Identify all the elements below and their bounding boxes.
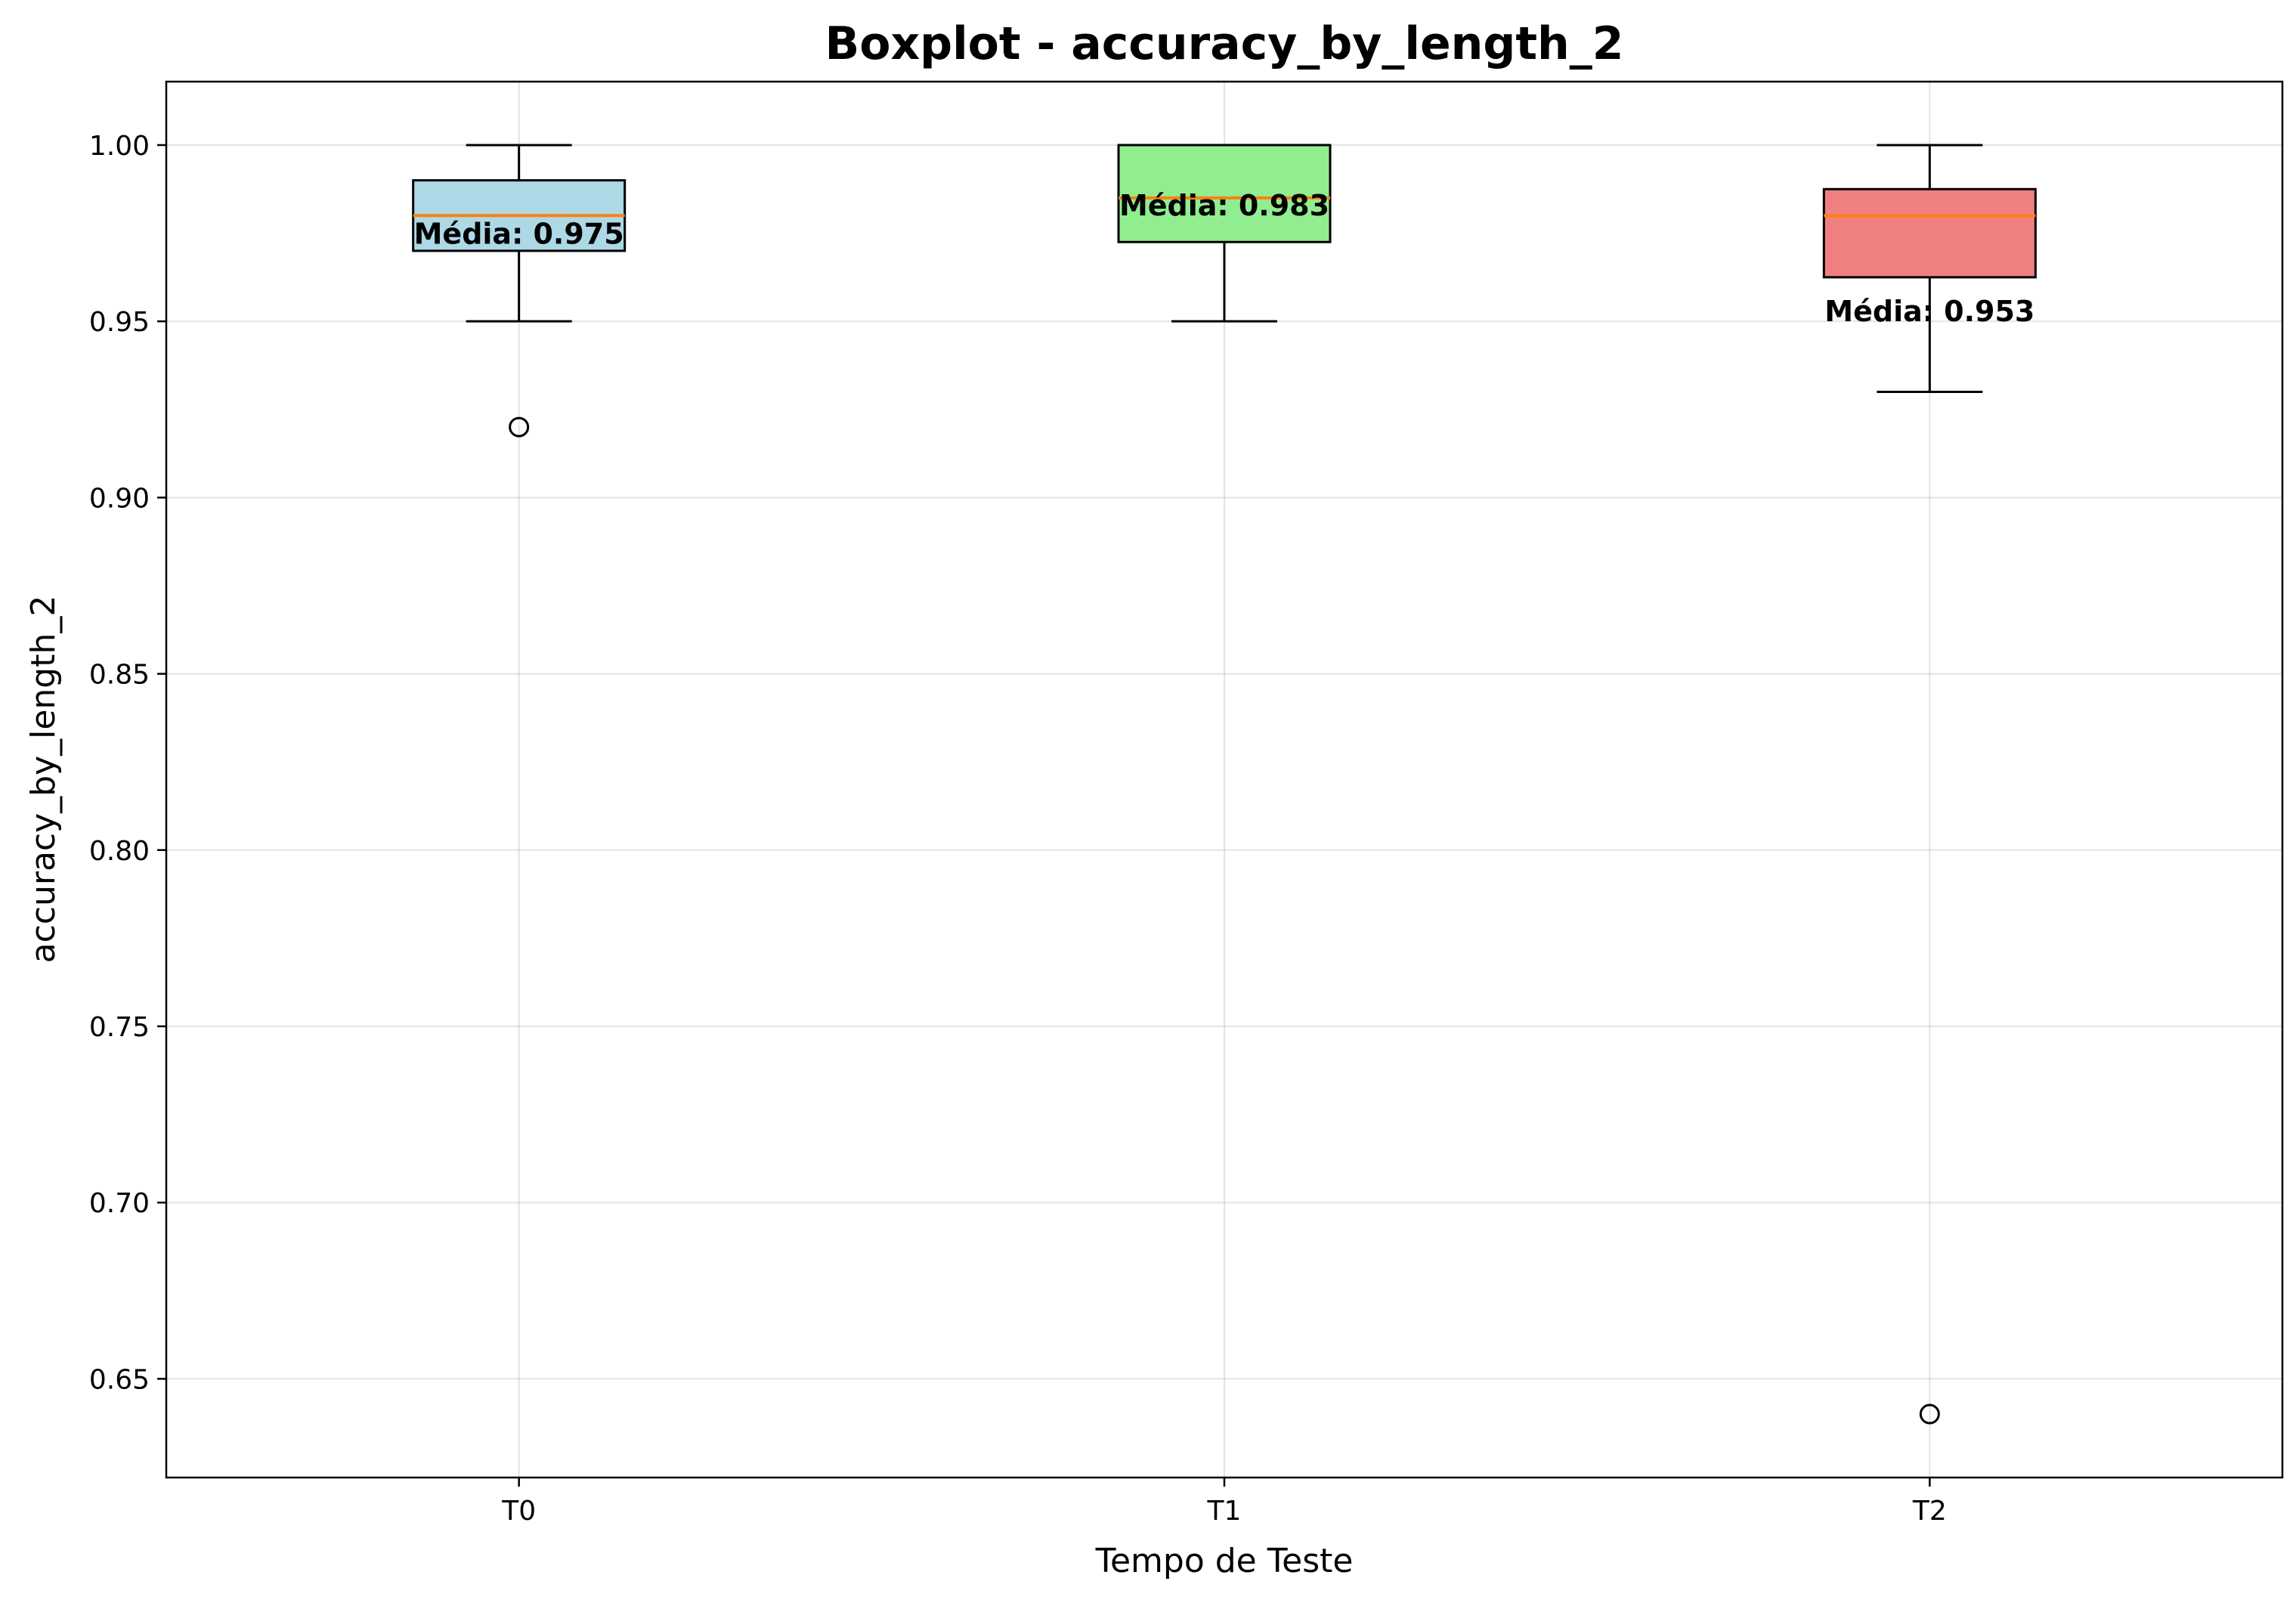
y-tick-label: 0.90: [89, 483, 150, 514]
y-tick-label: 0.65: [89, 1364, 150, 1395]
x-axis-label: Tempo de Teste: [1095, 1542, 1354, 1580]
y-tick-label: 0.70: [89, 1188, 150, 1219]
y-tick-label: 0.85: [89, 660, 150, 691]
chart-title: Boxplot - accuracy_by_length_2: [825, 17, 1624, 70]
ticks-layer: 0.65 0.70 0.75 0.80 0.85 0.90 0.95 1.00 T0 T1 T2: [89, 131, 1947, 1527]
boxes-layer: Média: 0.975 Média: 0.983 Média: 0.953: [412, 144, 2037, 1425]
box-t2: [1822, 187, 2037, 279]
y-tick-label: 0.80: [89, 836, 150, 867]
mean-label: Média: 0.983: [1119, 189, 1329, 222]
y-tick-label: 0.75: [89, 1012, 150, 1043]
x-tick-label: T0: [501, 1496, 536, 1527]
box-t1: [1117, 144, 1332, 243]
y-tick-label: 0.95: [89, 307, 150, 338]
mean-label: Média: 0.953: [1824, 295, 2035, 328]
mean-label: Média: 0.975: [414, 218, 624, 251]
y-tick-label: 1.00: [89, 131, 150, 162]
outlier-point: [1919, 1403, 1940, 1425]
x-tick-label: T1: [1207, 1496, 1242, 1527]
y-axis-label: accuracy_by_length_2: [24, 596, 63, 964]
outlier-point: [509, 416, 530, 438]
x-tick-label: T2: [1912, 1496, 1947, 1527]
